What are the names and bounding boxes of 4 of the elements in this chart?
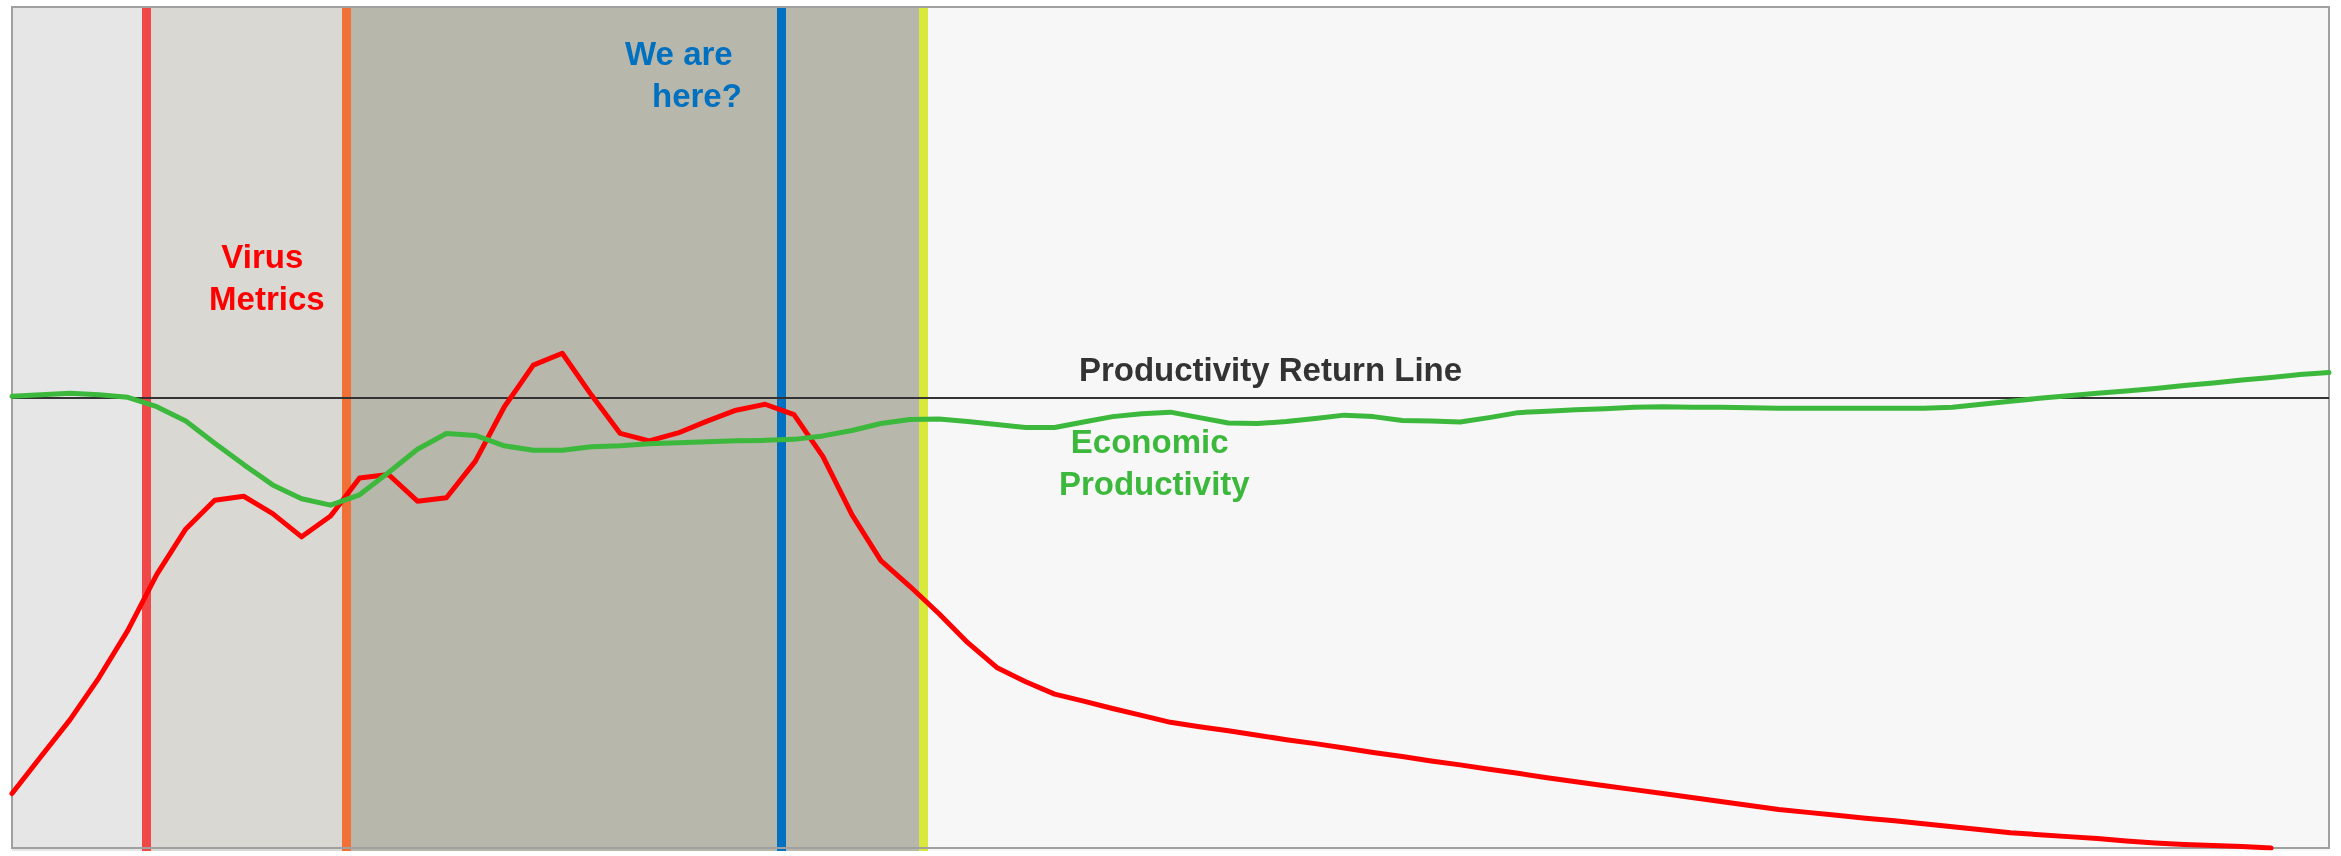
- ref-line-label: Productivity Return Line: [1078, 350, 1463, 388]
- text: We are here?: [625, 34, 742, 114]
- text: Virus Metrics: [209, 237, 325, 317]
- annotation: Economic Productivity: [1058, 423, 1251, 503]
